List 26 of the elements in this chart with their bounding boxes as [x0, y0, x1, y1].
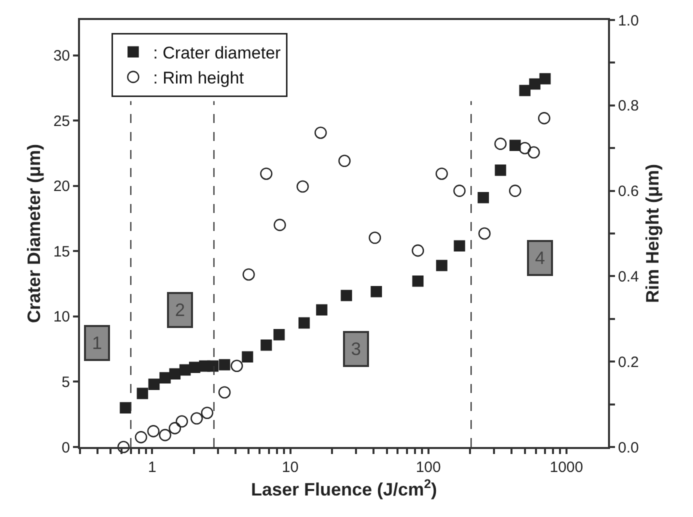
y-tick-label: 30	[53, 48, 70, 65]
y-tick-label: 10	[53, 308, 70, 326]
y-tick-label: 5	[62, 374, 70, 391]
y2-tick-label: 1.0	[618, 12, 639, 30]
annotation: 2	[175, 300, 186, 320]
y-tick-label: 20	[53, 178, 70, 196]
legend-label: : Rim height	[153, 68, 244, 88]
y2-tick-label: 0.0	[618, 439, 639, 456]
x-tick-label: 10	[282, 459, 299, 476]
y-tick-label: 25	[53, 112, 70, 130]
y-tick-label: 0	[62, 439, 70, 456]
y-tick-label: 15	[53, 243, 70, 260]
annotation: 1	[92, 333, 102, 353]
y2-tick-label: 0.8	[618, 98, 639, 115]
y2-tick-label: 0.4	[618, 268, 639, 286]
y-axis-title: Crater Diameter (μm)	[24, 144, 44, 324]
x-tick-label: 100	[416, 459, 441, 476]
y2-tick-label: 0.6	[618, 183, 639, 200]
annotation: 3	[351, 339, 362, 359]
x-tick-label: 1000	[550, 459, 584, 476]
x-axis-title: Laser Fluence (J/cm$^{2}$)	[250, 477, 438, 500]
legend-label: : Crater diameter	[153, 43, 282, 62]
y2-axis-title: Rim Height (μm)	[642, 164, 662, 304]
x-tick-label: 1	[148, 459, 156, 476]
y2-tick-label: 0.2	[618, 354, 639, 371]
annotation: 4	[535, 248, 546, 268]
